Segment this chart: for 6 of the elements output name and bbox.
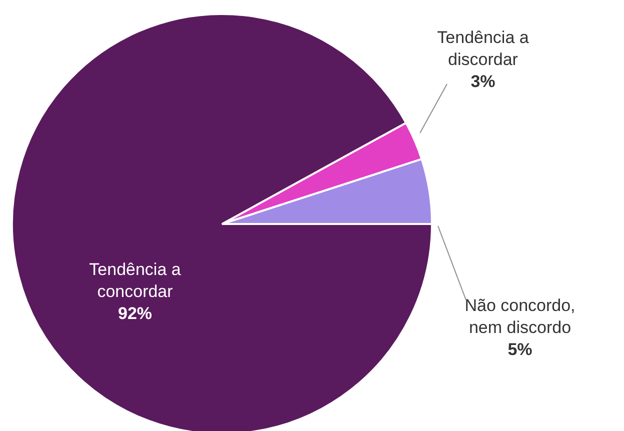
slice-label: Não concordo, nem discordo — [464, 296, 576, 337]
slice-label: Tendência a discordar — [437, 28, 530, 69]
data-label: 3% — [470, 72, 496, 91]
data-label: 5% — [508, 340, 532, 359]
data-label: 92% — [118, 304, 152, 323]
slice-label: Tendência a concordar — [89, 260, 182, 301]
